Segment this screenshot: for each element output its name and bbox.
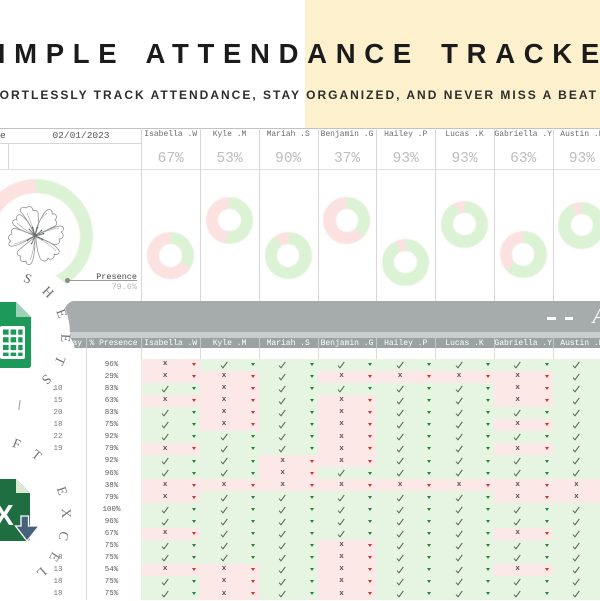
svg-text:X: X xyxy=(0,500,14,532)
